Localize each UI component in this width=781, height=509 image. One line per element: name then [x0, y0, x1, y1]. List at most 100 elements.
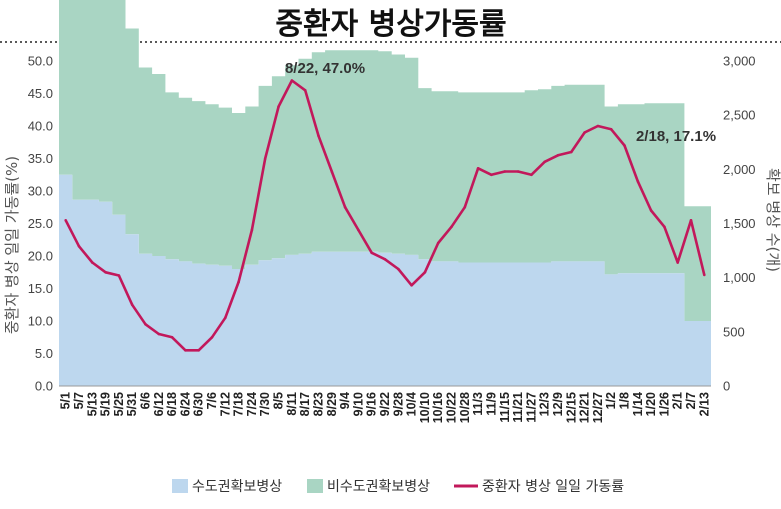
rate-point	[476, 167, 480, 170]
y-tick-label: 45.0	[28, 86, 53, 101]
rate-point	[663, 225, 666, 229]
rate-point	[210, 336, 214, 339]
rate-point	[104, 271, 107, 274]
x-tick-label: 12/9	[551, 392, 565, 416]
x-tick-label: 6/6	[139, 392, 153, 409]
rate-point	[649, 209, 653, 212]
rate-point	[636, 180, 640, 183]
rate-point	[436, 241, 440, 245]
y2-tick-label: 0	[723, 379, 730, 394]
x-axis: 5/1 5/7 5/13 5/19 5/25 5/31 6/6 6/12 6/18 6/24 6/3…	[59, 392, 712, 423]
rate-point	[397, 267, 400, 271]
plot-area	[59, 0, 711, 387]
rate-point	[516, 170, 520, 173]
rate-point	[237, 280, 240, 284]
y2-tick-label: 1,500	[723, 216, 756, 231]
rate-point	[410, 284, 413, 287]
rate-point	[343, 205, 347, 209]
x-tick-label: 10/28	[458, 392, 472, 423]
rate-point	[423, 271, 427, 274]
y-tick-label: 35.0	[28, 151, 53, 166]
y2-tick-label: 500	[723, 324, 745, 339]
x-tick-label: 1/26	[657, 392, 671, 416]
rate-point	[609, 128, 613, 131]
x-tick-label: 6/18	[165, 392, 179, 416]
rate-point	[91, 261, 94, 264]
rate-point	[250, 228, 254, 232]
x-tick-label: 8/17	[298, 392, 312, 416]
rate-point	[689, 219, 693, 222]
rate-point	[170, 336, 174, 339]
rate-point	[77, 245, 81, 248]
rate-point	[224, 316, 227, 320]
rate-point	[64, 219, 67, 222]
rate-point	[117, 274, 121, 277]
x-tick-label: 1/2	[604, 392, 618, 409]
x-tick-label: 5/13	[85, 392, 99, 416]
rate-point	[290, 79, 294, 82]
rate-point	[583, 131, 586, 134]
rate-point	[623, 144, 626, 147]
x-tick-label: 6/24	[178, 392, 192, 416]
x-tick-label: 9/22	[378, 392, 392, 416]
rate-point	[556, 154, 560, 157]
x-tick-label: 1/14	[631, 392, 645, 416]
rate-point	[570, 150, 573, 154]
legend-swatch-noncapital	[307, 479, 323, 493]
x-tick-label: 6/12	[152, 392, 166, 416]
rate-point	[530, 173, 533, 177]
x-tick-label: 2/7	[684, 392, 698, 409]
rate-point	[490, 173, 493, 177]
annotation-latest: 2/18, 17.1%	[636, 128, 716, 145]
x-tick-label: 12/27	[591, 392, 605, 423]
x-tick-label: 7/24	[245, 392, 259, 416]
x-tick-label: 5/31	[125, 392, 139, 416]
y-tick-label: 5.0	[35, 346, 53, 361]
area-noncapital-beds	[59, 0, 711, 321]
x-tick-label: 6/30	[192, 392, 206, 416]
area-capital-beds	[59, 174, 711, 386]
x-tick-label: 5/7	[72, 392, 86, 409]
annotation-peak: 8/22, 47.0%	[285, 60, 365, 77]
x-tick-label: 12/15	[564, 392, 578, 423]
x-tick-label: 8/23	[312, 392, 326, 416]
y-tick-label: 50.0	[28, 54, 53, 69]
y2-tick-label: 1,000	[723, 270, 756, 285]
annotations: 8/22, 47.0% 2/18, 17.1%	[285, 60, 716, 145]
y-axis-left: 0.0 5.0 10.0 15.0 20.0 25.0 30.0 35.0 40.0 45.0 50…	[28, 54, 53, 394]
rate-point	[676, 261, 679, 264]
y-tick-label: 25.0	[28, 216, 53, 231]
x-tick-label: 11/21	[511, 392, 525, 423]
x-tick-label: 9/4	[338, 392, 352, 409]
rate-point	[383, 258, 387, 261]
rate-point	[130, 303, 134, 307]
x-tick-label: 11/9	[484, 392, 498, 416]
rate-point	[277, 105, 280, 108]
rate-point	[184, 349, 187, 352]
x-tick-label: 11/15	[498, 392, 512, 423]
legend-label-rate: 중환자 병상 일일 가동률	[482, 479, 624, 495]
rate-point	[370, 251, 374, 255]
legend-label-noncapital: 비수도권확보병상	[327, 479, 430, 495]
x-tick-label: 1/8	[618, 392, 632, 409]
x-tick-label: 11/3	[471, 392, 485, 416]
y-tick-label: 30.0	[28, 184, 53, 199]
x-tick-label: 10/4	[405, 392, 419, 416]
legend-swatch-capital	[172, 479, 188, 493]
rate-point	[357, 228, 360, 232]
rate-point	[144, 323, 147, 326]
x-tick-label: 7/6	[205, 392, 219, 409]
x-tick-label: 10/22	[445, 392, 459, 423]
rate-point	[450, 225, 453, 229]
x-tick-label: 7/18	[232, 392, 246, 416]
rate-point	[303, 89, 307, 92]
y-tick-label: 15.0	[28, 281, 53, 296]
y-tick-label: 10.0	[28, 314, 53, 329]
y2-tick-label: 3,000	[723, 54, 756, 69]
rate-point	[263, 157, 267, 160]
x-tick-label: 10/10	[418, 392, 432, 423]
rate-point	[330, 170, 334, 173]
rate-point	[463, 205, 467, 209]
y-axis-label: 중환자 병상 일일 가동률(%)	[3, 156, 21, 334]
